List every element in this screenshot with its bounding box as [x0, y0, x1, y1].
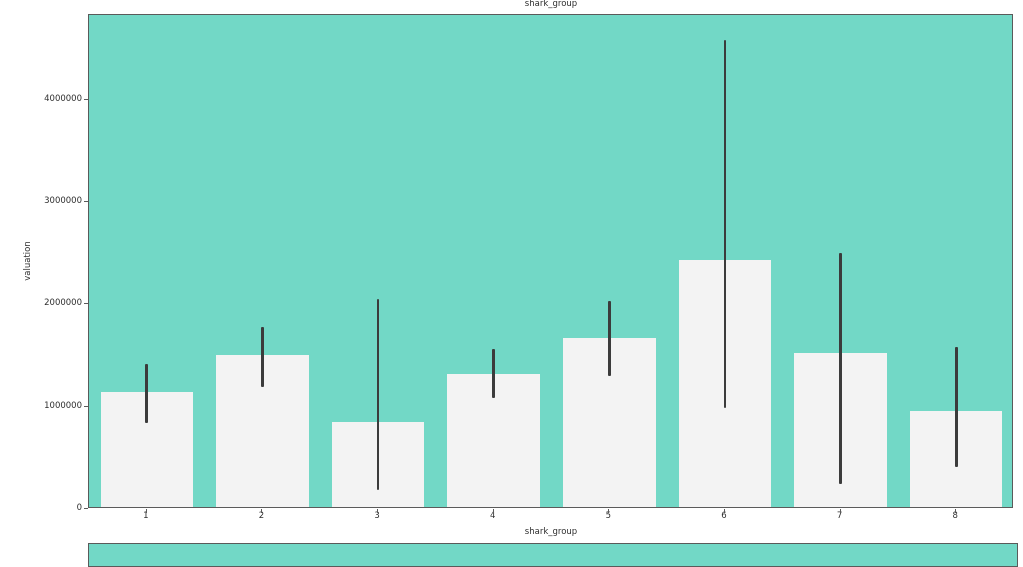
x-tick-mark [261, 509, 263, 513]
x-tick-label: 4 [489, 511, 496, 521]
x-tick-label: 2 [258, 511, 265, 521]
y-tick-mark [84, 405, 88, 407]
y-tick-label: 4000000 [44, 93, 82, 104]
y-tick-mark [84, 98, 88, 100]
x-tick-mark [723, 509, 725, 513]
error-bar [376, 299, 380, 490]
error-bar [607, 301, 611, 377]
x-tick-mark [839, 509, 841, 513]
y-tick-mark [84, 508, 88, 509]
chart-title: shark_group [524, 0, 578, 9]
x-tick-label: 1 [143, 511, 149, 521]
x-tick-mark [145, 509, 147, 513]
second-plot-partial [88, 543, 1018, 567]
error-bar [839, 253, 842, 485]
y-tick-label: 3000000 [44, 196, 82, 207]
x-tick-label: 5 [605, 511, 612, 521]
x-tick-mark [608, 509, 610, 513]
y-tick-mark [84, 201, 88, 203]
x-tick-mark [377, 509, 379, 513]
y-tick-label: 0 [76, 503, 82, 513]
x-tick-label: 3 [374, 511, 380, 521]
x-tick-mark [492, 509, 494, 513]
plot-area [88, 14, 1013, 508]
plot-background [89, 15, 1012, 507]
y-axis-label: valuation [23, 241, 33, 281]
y-tick-label: 1000000 [44, 400, 82, 411]
y-tick-label: 2000000 [44, 298, 82, 309]
y-tick-mark [84, 303, 88, 305]
error-bar [261, 326, 264, 388]
x-tick-label: 8 [952, 511, 958, 521]
x-tick-mark [955, 509, 957, 513]
x-tick-label: 7 [836, 511, 843, 521]
error-bar [723, 39, 727, 408]
error-bar [145, 363, 149, 424]
x-tick-label: 6 [721, 511, 727, 521]
error-bar [954, 347, 958, 468]
error-bar [492, 349, 496, 398]
x-axis-label: shark_group [524, 527, 578, 537]
